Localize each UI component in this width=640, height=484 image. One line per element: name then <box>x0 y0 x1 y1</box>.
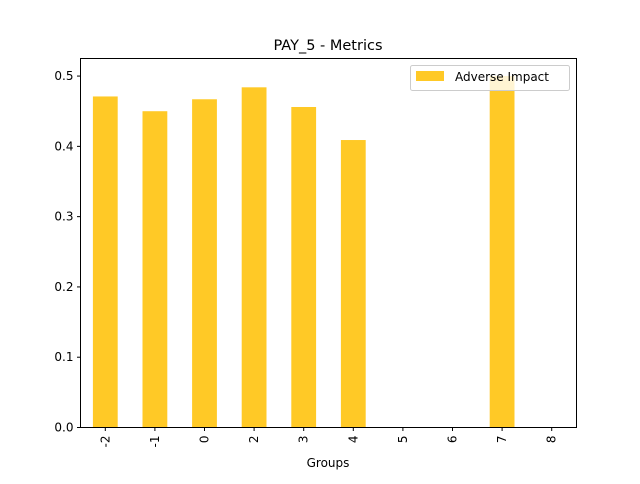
legend-label: Adverse Impact <box>455 70 549 84</box>
x-axis-label: Groups <box>307 456 350 470</box>
bar-2 <box>241 87 267 428</box>
bar--1 <box>142 111 168 428</box>
y-tick-label: 0.3 <box>54 210 73 224</box>
x-tick-label: 6 <box>446 436 460 444</box>
legend: Adverse Impact <box>410 65 570 91</box>
plot-frame <box>80 58 577 428</box>
y-tick-label: 0.0 <box>54 421 73 435</box>
x-tick-label: 2 <box>247 436 261 444</box>
x-tick-label: 3 <box>297 436 311 444</box>
x-tick-label: 0 <box>198 436 212 444</box>
y-tick-label: 0.5 <box>54 69 73 83</box>
x-tick-label: 5 <box>396 436 410 444</box>
bar-7 <box>489 76 515 428</box>
bar--2 <box>92 96 118 428</box>
bar-0 <box>192 99 217 428</box>
y-tick-label: 0.4 <box>54 139 73 153</box>
y-tick-label: 0.2 <box>54 280 73 294</box>
y-tick-label: 0.1 <box>54 350 73 364</box>
x-tick-label: -2 <box>98 436 112 448</box>
x-tick-label: 4 <box>346 436 360 444</box>
bar-4 <box>340 140 366 428</box>
bar-3 <box>291 106 317 428</box>
legend-box <box>410 65 570 91</box>
x-tick-label: -1 <box>148 436 162 448</box>
legend-swatch <box>416 71 444 81</box>
x-tick-label: 8 <box>545 436 559 444</box>
chart-title: PAY_5 - Metrics <box>273 38 382 54</box>
x-tick-label: 7 <box>495 436 509 444</box>
